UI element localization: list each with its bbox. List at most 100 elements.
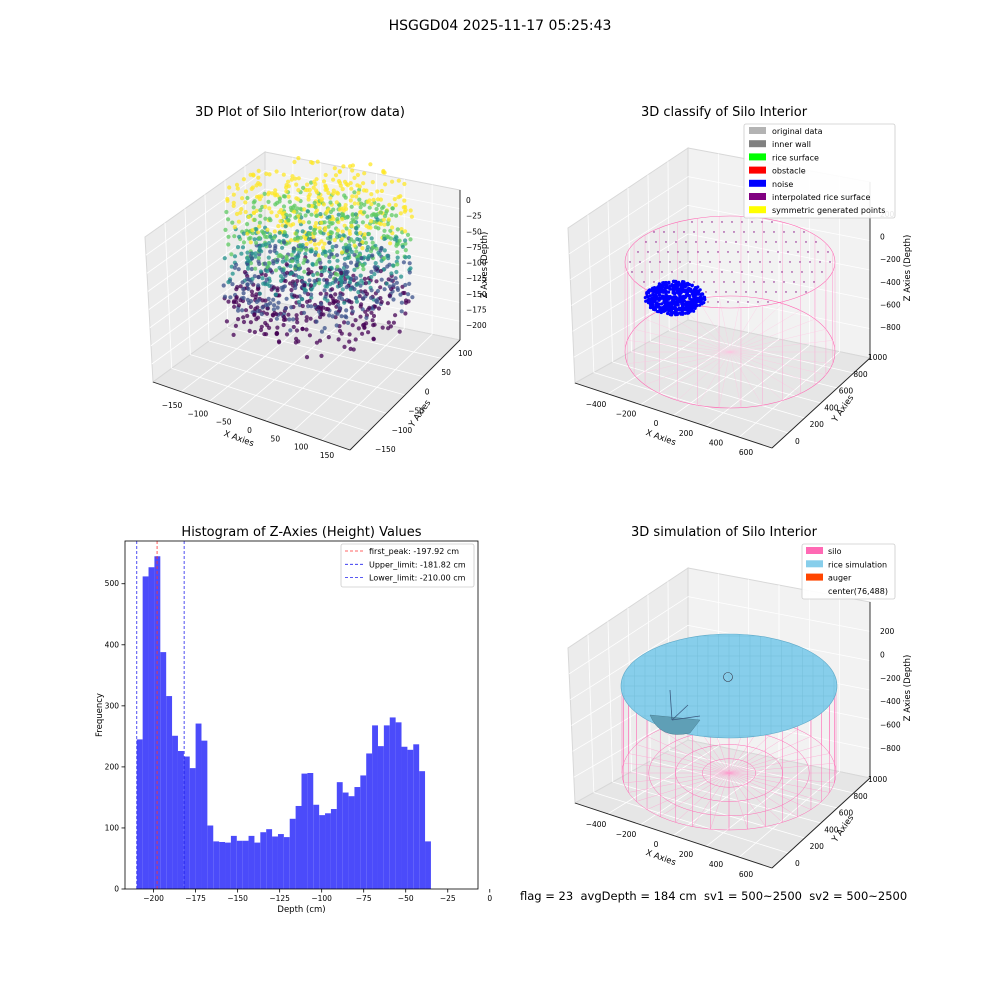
data-point bbox=[374, 213, 379, 218]
x-tick-label: −175 bbox=[185, 894, 206, 903]
data-point bbox=[342, 344, 347, 349]
noise-point bbox=[702, 301, 706, 305]
data-point bbox=[232, 234, 237, 239]
data-point bbox=[403, 311, 408, 316]
noise-point bbox=[660, 302, 664, 306]
data-point bbox=[310, 160, 315, 166]
data-point bbox=[399, 300, 404, 305]
data-point bbox=[360, 263, 365, 268]
data-point bbox=[327, 301, 332, 306]
data-point bbox=[366, 255, 371, 260]
data-point bbox=[231, 200, 236, 205]
x-tick-label: 150 bbox=[320, 451, 335, 460]
data-point bbox=[317, 338, 323, 343]
data-point bbox=[360, 246, 365, 251]
data-point bbox=[295, 247, 300, 252]
data-point bbox=[253, 306, 258, 311]
noise-point bbox=[693, 306, 697, 310]
histogram-bar bbox=[166, 696, 173, 889]
data-point bbox=[357, 242, 362, 247]
data-point bbox=[304, 318, 309, 323]
data-point bbox=[305, 209, 310, 214]
data-point bbox=[302, 283, 307, 288]
x-tick-label: −125 bbox=[269, 894, 290, 903]
interpolated-point bbox=[707, 251, 709, 253]
x-tick-label: −400 bbox=[586, 400, 607, 409]
interpolated-point bbox=[815, 241, 817, 243]
silo-spoke bbox=[697, 351, 731, 406]
data-point bbox=[361, 188, 367, 193]
data-point bbox=[263, 242, 268, 247]
data-point bbox=[394, 235, 399, 240]
data-point bbox=[339, 278, 344, 283]
data-point bbox=[367, 305, 372, 310]
silo-spoke bbox=[634, 351, 731, 375]
interpolated-point bbox=[803, 231, 805, 233]
figure-suptitle: HSGGD04 2025-11-17 05:25:43 bbox=[388, 18, 612, 34]
data-point bbox=[335, 311, 340, 316]
data-point bbox=[281, 317, 287, 322]
interpolated-point bbox=[719, 261, 721, 263]
data-point bbox=[409, 214, 414, 219]
data-point bbox=[376, 226, 381, 231]
silo-spoke bbox=[729, 296, 742, 353]
interpolated-point bbox=[703, 281, 705, 283]
data-point bbox=[388, 241, 393, 246]
data-point bbox=[284, 262, 289, 267]
interpolated-point bbox=[721, 271, 723, 273]
data-point bbox=[352, 267, 357, 272]
x-tick-label: −50 bbox=[216, 418, 232, 427]
noise-point bbox=[648, 294, 652, 298]
histogram-bar bbox=[236, 840, 243, 889]
data-point bbox=[287, 317, 292, 322]
data-point bbox=[224, 209, 229, 215]
data-point bbox=[340, 187, 345, 192]
interpolated-point bbox=[679, 261, 681, 263]
data-point bbox=[272, 229, 277, 234]
data-point bbox=[403, 248, 408, 253]
data-point bbox=[257, 224, 262, 229]
noise-point bbox=[668, 307, 672, 311]
silo-spoke bbox=[729, 351, 801, 394]
y-tick-label: −50 bbox=[408, 407, 424, 416]
data-point bbox=[247, 328, 252, 333]
data-point bbox=[265, 306, 270, 311]
noise-point bbox=[651, 305, 655, 309]
data-point bbox=[314, 319, 319, 324]
data-point bbox=[337, 234, 342, 239]
data-point bbox=[312, 278, 317, 284]
x-tick-label: 0 bbox=[247, 426, 252, 435]
interpolated-point bbox=[745, 241, 747, 243]
data-point bbox=[248, 320, 253, 325]
interpolated-point bbox=[751, 271, 753, 273]
data-point bbox=[296, 263, 301, 268]
chart-simulation-3d: 3D simulation of Silo Interior −400 −200 0 2… bbox=[567, 525, 913, 879]
silo-spoke bbox=[627, 351, 731, 364]
data-point bbox=[323, 253, 328, 258]
data-point bbox=[287, 199, 292, 204]
interpolated-point bbox=[713, 281, 715, 283]
histogram-bar bbox=[325, 813, 331, 889]
data-point bbox=[273, 245, 278, 251]
interpolated-point bbox=[813, 281, 815, 283]
data-point bbox=[236, 317, 241, 322]
noise-point bbox=[673, 308, 677, 312]
data-point bbox=[373, 265, 378, 270]
data-point bbox=[388, 228, 393, 233]
data-point bbox=[258, 213, 263, 218]
silo-spoke bbox=[718, 296, 731, 353]
data-point bbox=[374, 246, 379, 251]
data-point bbox=[284, 185, 289, 190]
data-point bbox=[354, 194, 359, 199]
data-point bbox=[362, 276, 367, 281]
data-point bbox=[319, 312, 324, 317]
data-point bbox=[296, 176, 301, 181]
data-point bbox=[253, 266, 258, 271]
interpolated-point bbox=[693, 231, 695, 233]
data-point bbox=[330, 244, 335, 249]
y-tick-label: 0 bbox=[795, 437, 800, 446]
data-point bbox=[292, 209, 297, 214]
data-point bbox=[280, 287, 285, 293]
silo-spoke bbox=[729, 351, 783, 401]
data-point bbox=[388, 324, 393, 329]
